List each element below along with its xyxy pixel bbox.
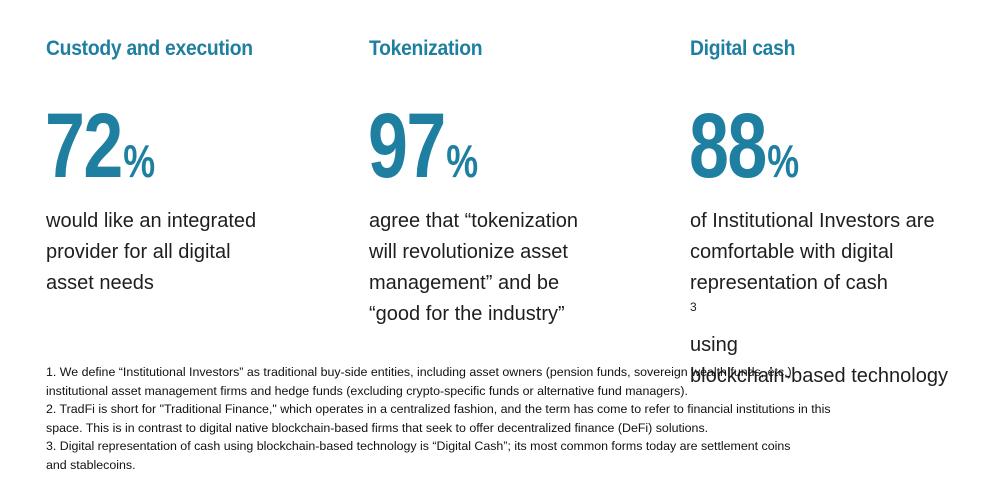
stat-description-line: representation of cash 3 using — [690, 268, 948, 361]
stat-description-line: management” and be — [369, 272, 560, 294]
stat-description: agree that “tokenization will revolution… — [369, 206, 578, 330]
stat-description-line: would like an integrated — [46, 210, 257, 232]
footnote-line: 3. Digital representation of cash using … — [46, 439, 791, 454]
footnote-line: 2. TradFi is short for "Traditional Fina… — [46, 402, 831, 417]
stat-figure: 72% — [45, 100, 155, 192]
stat-description-line: will revolutionize asset — [369, 241, 568, 263]
footnote-line: 1. We define “Institutional Investors” a… — [46, 365, 796, 379]
stat-description: of Institutional Investors are comfortab… — [690, 206, 948, 392]
stat-description-line: asset needs — [46, 272, 154, 294]
stat-description: would like an integrated provider for al… — [46, 206, 256, 299]
stat-description-text: using — [690, 334, 738, 356]
stat-description-line: “good for the industry” — [369, 303, 565, 325]
stat-figure: 88% — [689, 100, 799, 192]
stat-number: 72 — [45, 95, 123, 197]
stat-title: Digital cash — [690, 37, 796, 60]
footnotes: 1. We define “Institutional Investors” a… — [46, 363, 946, 475]
footnote-line: and stablecoins. — [46, 457, 136, 472]
percent-sign: % — [767, 135, 800, 187]
stat-description-line: of Institutional Investors are — [690, 210, 935, 232]
stat-number: 88 — [689, 95, 767, 197]
stat-title: Custody and execution — [46, 37, 253, 60]
stat-number: 97 — [368, 95, 446, 197]
stat-description-line: agree that “tokenization — [369, 210, 579, 232]
footnote-line: institutional asset management firms and… — [46, 383, 688, 398]
footnote-line: space. This is in contrast to digital na… — [46, 420, 709, 435]
percent-sign: % — [123, 135, 156, 187]
stat-description-line: blockchain-based technology — [690, 365, 948, 387]
stat-description-text: representation of cash — [690, 272, 888, 294]
stat-figure: 97% — [368, 100, 478, 192]
footnote-reference: 3 — [690, 300, 697, 314]
stat-description-line: comfortable with digital — [690, 241, 894, 263]
stat-description-line: provider for all digital — [46, 241, 231, 263]
stat-title: Tokenization — [369, 37, 483, 60]
percent-sign: % — [446, 135, 479, 187]
